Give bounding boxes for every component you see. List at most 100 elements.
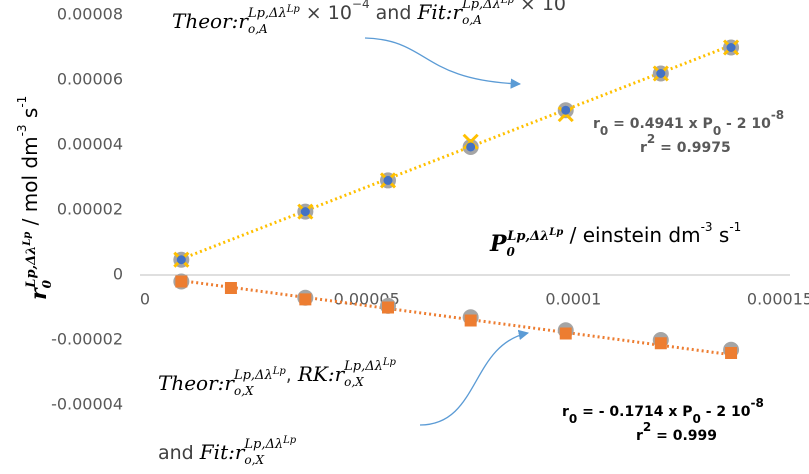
text-part: RK:	[297, 362, 335, 386]
point	[561, 105, 571, 115]
text-part: -3	[701, 220, 713, 234]
text-part: -8	[751, 396, 764, 410]
text-part: r	[562, 404, 569, 420]
text-part: 0	[40, 279, 54, 288]
text-part: Lp,Δλ	[343, 359, 383, 374]
text-part: r	[235, 440, 246, 464]
point	[175, 275, 188, 288]
text-part: -8	[771, 108, 784, 122]
text-part: r	[26, 287, 52, 300]
text-part: Lp,Δλ	[247, 6, 287, 21]
text-part: Lp,Δλ	[233, 368, 273, 383]
y-tick-label: 0.00002	[57, 200, 123, 219]
point	[299, 293, 312, 306]
point	[654, 337, 667, 350]
text-part: s	[18, 108, 42, 125]
text-part: 0	[713, 124, 721, 138]
text-part: r	[238, 9, 249, 33]
point	[300, 207, 310, 217]
text-part: Lp	[282, 435, 297, 446]
text-part: Lp	[500, 0, 515, 6]
text-part: o,A	[248, 22, 268, 36]
text-part: 0	[693, 412, 701, 426]
text-part: = - 0.1714 x P	[577, 404, 692, 420]
y-tick-label: -0.00004	[51, 395, 123, 414]
text-part: s	[713, 223, 730, 247]
y-tick-label: 0.00006	[57, 70, 123, 89]
text-part: Lp,Δλ	[506, 229, 549, 244]
text-part: - 2 10	[701, 404, 751, 420]
text-part: and	[370, 2, 418, 24]
point	[464, 314, 477, 327]
text-part: r	[224, 371, 235, 395]
text-part: -1	[15, 96, 29, 108]
text-part: = 0.4941 x P	[608, 116, 713, 132]
text-part: −4	[352, 0, 370, 11]
text-part: Lp,Δλ	[24, 246, 39, 289]
text-part: o,X	[244, 453, 264, 467]
text-part: Fit:	[199, 440, 235, 464]
text-part: Lp	[286, 4, 301, 15]
point	[559, 327, 572, 340]
text-part: r	[593, 116, 600, 132]
text-part: o,A	[462, 13, 482, 27]
equation: r2 = 0.9975	[640, 132, 731, 157]
x-tick-label: 0.0001	[545, 290, 601, 309]
text-part: Theor:	[172, 9, 238, 33]
text-part: ,	[286, 364, 298, 386]
text-part: r	[640, 140, 647, 156]
trendline	[181, 279, 732, 357]
text-part: Lp,Δλ	[461, 0, 501, 12]
text-part: 0	[569, 412, 577, 426]
arrow	[364, 37, 522, 89]
x-tick-label: 0	[140, 290, 150, 309]
text-part: r	[636, 428, 643, 444]
text-part: Lp	[548, 227, 563, 238]
equation: r2 = 0.999	[636, 420, 717, 445]
y-axis-label: r0Lp,ΔλLp / mol dm-3 s-1	[15, 96, 54, 300]
point	[176, 255, 186, 265]
point	[656, 69, 666, 78]
point	[382, 301, 394, 314]
point	[462, 133, 479, 150]
text-part: o,X	[234, 384, 254, 398]
text-part: = 0.999	[651, 428, 717, 444]
annotation: Theor:ro,XLp,ΔλLp, RK:ro,XLp,ΔλLp	[158, 357, 397, 398]
text-part: / einstein dm	[563, 223, 700, 247]
arrow	[419, 329, 530, 426]
text-part: -1	[729, 220, 741, 234]
point	[224, 282, 237, 294]
y-tick-label: 0.00004	[57, 135, 123, 154]
equation: r0 = 0.4941 x P0 - 2 10-8	[593, 108, 784, 138]
text-part: / mol dm	[18, 136, 42, 231]
text-part: × 10	[300, 2, 352, 24]
text-part: 0	[507, 245, 516, 259]
y-tick-label: 0	[113, 265, 123, 284]
text-part: -3	[15, 124, 29, 136]
text-part: −4	[566, 0, 584, 2]
text-part: = 0.9975	[655, 140, 731, 156]
x-axis-label: P0Lp,ΔλLp / einstein dm-3 s-1	[489, 220, 741, 259]
text-part: r	[335, 362, 346, 386]
text-part: Lp	[22, 232, 33, 247]
text-part: 2	[647, 132, 655, 146]
text-part: 0	[600, 124, 608, 138]
annotation: Theor:ro,ALp,ΔλLp × 10−4 and Fit:ro,ALp,…	[172, 0, 584, 36]
x-tick-label: 0.00015	[747, 290, 809, 309]
text-part: Theor:	[158, 371, 224, 395]
text-part: Lp	[382, 357, 397, 368]
y-tick-label: 0.00008	[57, 5, 123, 24]
text-part: 2	[643, 420, 651, 434]
point	[466, 142, 476, 152]
point	[725, 347, 738, 359]
text-part: Fit:	[416, 0, 452, 24]
annotation: and Fit:ro,XLp,ΔλLp	[158, 435, 297, 467]
text-part: × 10	[514, 0, 566, 15]
text-part: - 2 10	[721, 116, 771, 132]
text-part: and	[158, 442, 200, 464]
equation: r0 = - 0.1714 x P0 - 2 10-8	[562, 396, 764, 426]
point	[383, 175, 393, 185]
trendline	[180, 44, 732, 261]
text-part: o,X	[344, 375, 364, 389]
